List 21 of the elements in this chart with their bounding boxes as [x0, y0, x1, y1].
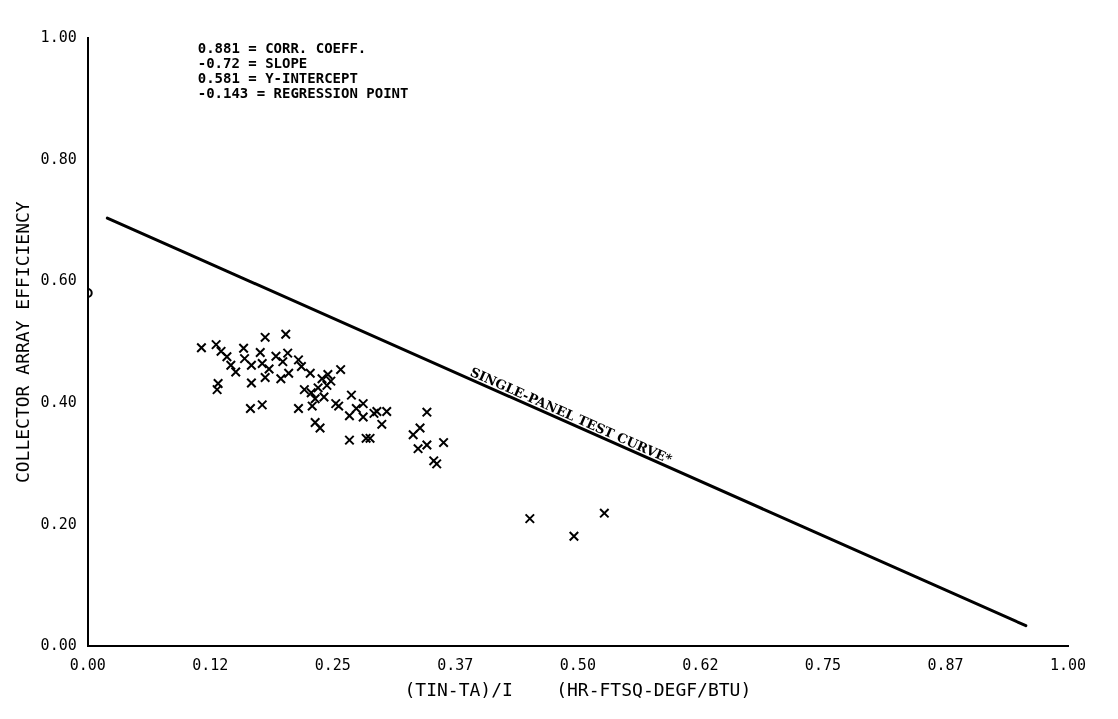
y-axis-title: COLLECTOR ARRAY EFFICIENCY — [12, 201, 34, 484]
annotation: 0.581 = Y-INTERCEPT — [197, 69, 358, 86]
annotation: 0.881 = CORR. COEFF. — [197, 39, 367, 56]
annotation: -0.72 = SLOPE — [197, 54, 308, 71]
x-tick-label: 0.62 — [682, 656, 719, 675]
y-tick-label: 0.00 — [40, 636, 77, 655]
y-tick-label: 1.00 — [40, 27, 77, 46]
x-axis-title: (TIN-TA)/I (HR-FTSQ-DEGF/BTU) — [404, 678, 752, 700]
x-tick-label: 0.00 — [69, 656, 106, 675]
y-tick-label: 0.20 — [40, 514, 77, 533]
annotation: -0.143 = REGRESSION POINT — [197, 84, 409, 101]
y-tick-label: 0.60 — [40, 271, 77, 290]
x-tick-label: 0.12 — [192, 656, 229, 675]
x-tick-label: 0.25 — [314, 656, 351, 675]
x-tick-label: 1.00 — [1049, 656, 1087, 675]
x-tick-label: 0.50 — [559, 656, 596, 675]
x-tick-label: 0.87 — [927, 656, 964, 675]
y-tick-label: 0.80 — [40, 149, 77, 168]
x-tick-label: 0.75 — [804, 656, 841, 675]
y-tick-label: 0.40 — [40, 392, 77, 411]
x-tick-label: 0.37 — [437, 656, 474, 675]
